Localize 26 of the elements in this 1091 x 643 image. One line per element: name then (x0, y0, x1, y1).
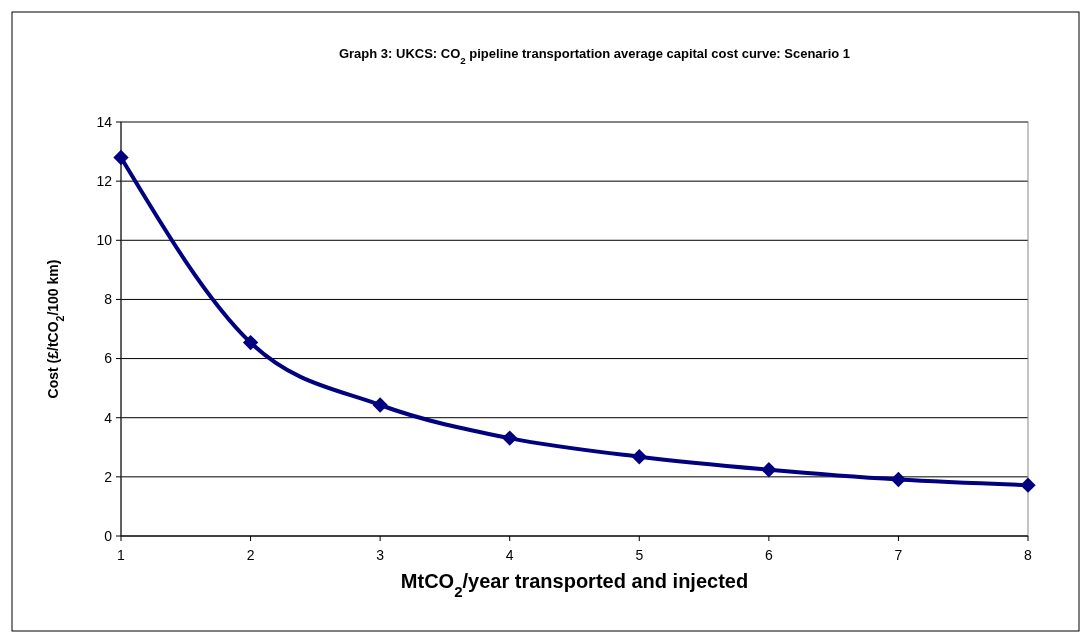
x-tick-label: 3 (376, 547, 385, 563)
y-tick-label: 4 (104, 409, 113, 426)
point (761, 462, 777, 478)
x-tick-label: 1 (117, 547, 126, 563)
point (631, 449, 647, 465)
y-tick-label: 12 (96, 173, 113, 190)
y-tick-label: 14 (96, 113, 113, 130)
x-tick-label: 2 (246, 547, 255, 563)
x-tick-label: 7 (894, 547, 903, 563)
y-tick-label: 0 (104, 527, 113, 544)
point (242, 334, 259, 351)
x-tick-label: 8 (1024, 547, 1033, 563)
chart-title: Graph 3: UKCS: CO$_{2}$ pipeline transportation average capital cost curve: Scenario 1 (338, 46, 851, 66)
x-tick-label: 6 (764, 547, 773, 563)
x-tick-label: 5 (635, 547, 644, 563)
x-tick-label: 4 (505, 547, 514, 563)
point (1020, 477, 1036, 493)
point (113, 149, 129, 166)
y-tick-label: 6 (104, 350, 113, 367)
y-tick-label: 8 (104, 291, 113, 308)
point (890, 471, 907, 488)
y-tick-label: 2 (104, 468, 113, 485)
point (502, 430, 518, 446)
x-axis-title: MtCO$_{2}$/year transported and injected (400, 570, 749, 600)
point (372, 397, 388, 413)
y-tick-label: 10 (96, 232, 113, 249)
